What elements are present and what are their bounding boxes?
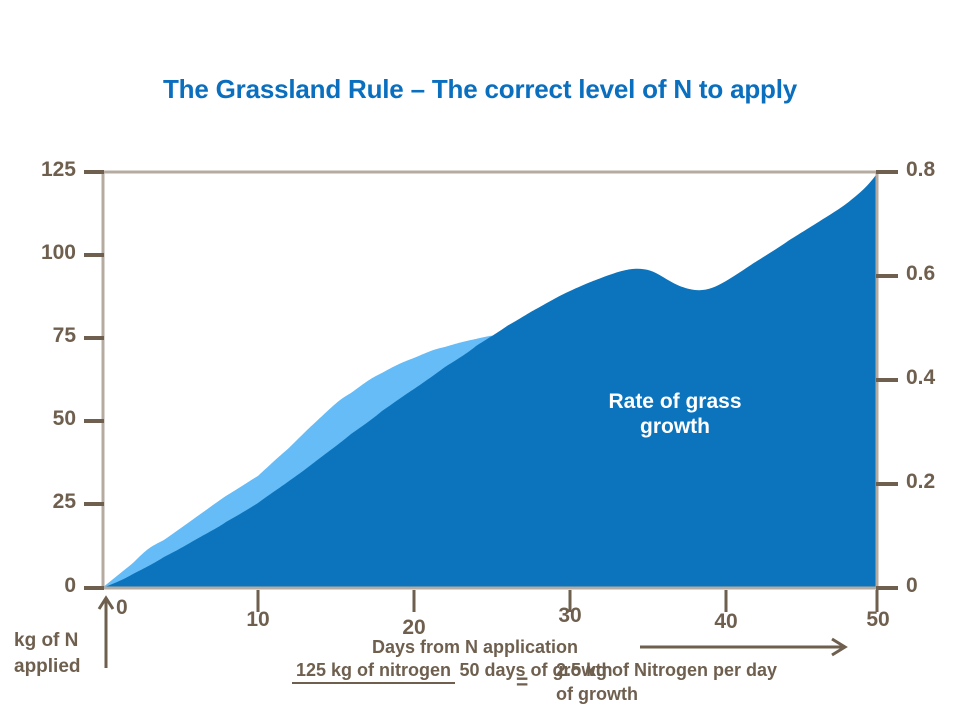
y-left-tick-75: 75 xyxy=(52,324,76,347)
x-tick-20: 20 xyxy=(402,616,426,639)
area-grass-growth xyxy=(102,172,878,588)
formula-denominator: 50 days of growth xyxy=(459,660,613,680)
y-left-tick-0: 0 xyxy=(64,574,76,597)
days-axis-arrow-icon xyxy=(640,637,848,657)
formula-numerator: 125 kg of nitrogen xyxy=(292,660,456,684)
y-right-ticks xyxy=(876,170,898,590)
x-tick-10: 10 xyxy=(246,608,270,631)
page-title: The Grassland Rule – The correct level o… xyxy=(162,74,797,104)
x-tick-40: 40 xyxy=(714,610,738,633)
y-right-tick-0: 0 xyxy=(906,574,918,597)
y-left-tick-50: 50 xyxy=(52,407,76,430)
x-tick-50: 50 xyxy=(866,608,890,631)
y-left-ticks xyxy=(84,170,104,590)
y-right-tick-04: 0.4 xyxy=(906,366,936,389)
y-right-tick-02: 0.2 xyxy=(906,470,936,493)
formula-result: 2.5 kg of Nitrogen per day of growth xyxy=(556,660,778,705)
x-tick-30: 30 xyxy=(558,604,582,627)
y-left-tick-125: 125 xyxy=(40,158,76,181)
kg-of-n-arrow-icon xyxy=(97,595,115,668)
y-axis-title: kg of N applied xyxy=(14,630,81,677)
origin-zero-label: 0 xyxy=(116,596,128,619)
y-right-tick-08: 0.8 xyxy=(906,158,936,181)
y-right-tick-06: 0.6 xyxy=(906,262,936,285)
y-left-tick-25: 25 xyxy=(52,490,76,513)
formula-fraction: 125 kg of nitrogen 50 days of growth xyxy=(292,658,613,684)
formula-equals-sign: = xyxy=(516,671,529,694)
y-left-tick-100: 100 xyxy=(40,241,76,264)
x-ticks xyxy=(256,590,879,612)
x-axis-title: Days from N application xyxy=(372,637,579,657)
